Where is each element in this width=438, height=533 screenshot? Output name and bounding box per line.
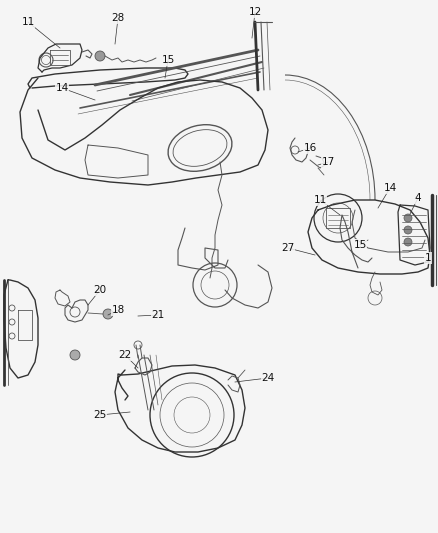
Circle shape [404, 238, 412, 246]
Circle shape [404, 226, 412, 234]
Text: 18: 18 [111, 305, 125, 315]
Text: 11: 11 [21, 17, 35, 27]
Circle shape [404, 214, 412, 222]
Text: 15: 15 [353, 240, 367, 250]
Text: 14: 14 [383, 183, 397, 193]
Text: 1: 1 [425, 253, 431, 263]
Text: 14: 14 [55, 83, 69, 93]
Circle shape [70, 350, 80, 360]
Text: 28: 28 [111, 13, 125, 23]
Text: 25: 25 [93, 410, 106, 420]
Text: 22: 22 [118, 350, 132, 360]
Text: 16: 16 [304, 143, 317, 153]
Text: 24: 24 [261, 373, 275, 383]
Text: 27: 27 [281, 243, 295, 253]
Text: 4: 4 [415, 193, 421, 203]
Circle shape [103, 309, 113, 319]
Text: 12: 12 [248, 7, 261, 17]
Text: 15: 15 [161, 55, 175, 65]
Text: 11: 11 [313, 195, 327, 205]
Text: 20: 20 [93, 285, 106, 295]
Circle shape [95, 51, 105, 61]
Text: 17: 17 [321, 157, 335, 167]
Text: 21: 21 [152, 310, 165, 320]
